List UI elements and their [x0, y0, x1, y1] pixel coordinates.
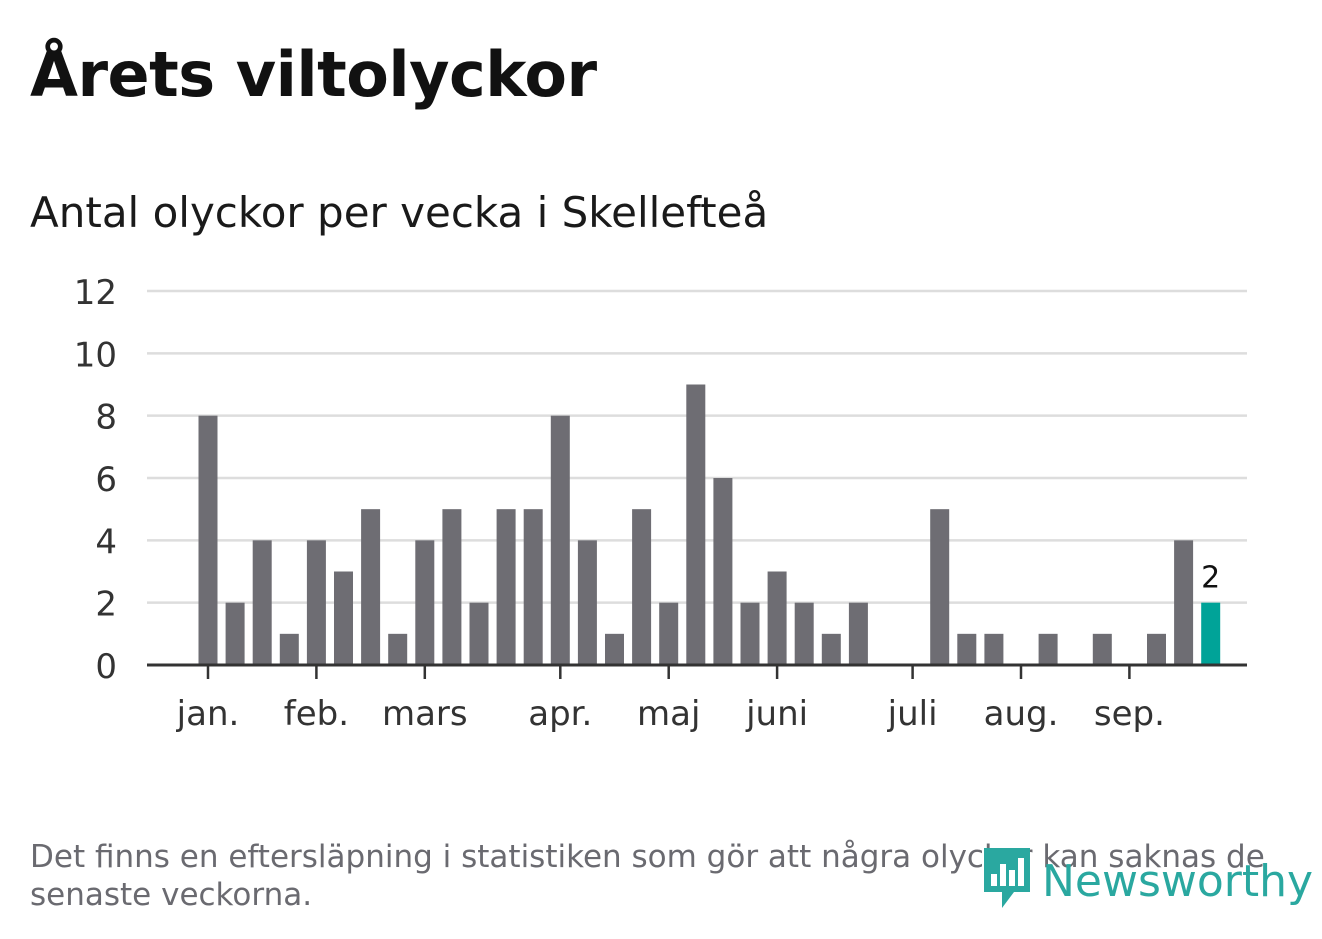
bar: [361, 509, 381, 665]
bar: [198, 415, 218, 665]
bar: [306, 540, 326, 665]
x-tick-label: sep.: [1094, 694, 1165, 734]
bar: [740, 602, 760, 665]
chart-subtitle: Antal olyckor per vecka i Skellefteå: [30, 188, 769, 237]
y-tick-label: 2: [95, 585, 117, 625]
y-tick-label: 12: [74, 273, 117, 313]
bar: [713, 478, 733, 665]
bar: [605, 633, 624, 665]
data-label: 2: [1201, 561, 1220, 596]
x-tick-label: aug.: [984, 694, 1059, 734]
bar: [279, 633, 299, 665]
bar: [984, 633, 1004, 665]
newsworthy-logo: Newsworthy: [980, 846, 1313, 916]
bar: [632, 509, 652, 665]
bar: [442, 509, 462, 665]
bar: [957, 633, 977, 665]
bar: [469, 602, 489, 665]
x-tick-label: mars: [382, 694, 468, 734]
bar: [1174, 540, 1194, 665]
y-tick-label: 10: [74, 335, 117, 375]
y-tick-label: 0: [95, 647, 117, 687]
bar: [794, 602, 814, 665]
bar-chart-speech-icon: [980, 846, 1034, 916]
bar: [252, 540, 272, 665]
bar: [496, 509, 516, 665]
x-tick-label: apr.: [528, 694, 592, 734]
bar: [1038, 633, 1058, 665]
x-tick-label: juni: [745, 694, 808, 734]
bar: [930, 509, 950, 665]
x-tick-label: maj: [637, 694, 700, 734]
bar: [225, 602, 245, 665]
bar: [1092, 633, 1112, 665]
y-tick-label: 4: [95, 522, 117, 562]
x-tick-label: feb.: [284, 694, 349, 734]
bar-highlight: [1201, 602, 1221, 665]
bar: [821, 633, 841, 665]
bar: [659, 602, 679, 665]
data-labels: 2: [1201, 561, 1220, 596]
bar: [523, 509, 543, 665]
footnote: Det finns en eftersläpning i statistiken…: [30, 839, 1265, 913]
logo-text: Newsworthy: [1042, 855, 1314, 907]
x-tick-label: jan.: [176, 694, 240, 734]
y-axis-ticks: 0 2 4 6 8 10 12: [74, 273, 117, 687]
bar: [415, 540, 435, 665]
bar: [550, 415, 570, 665]
x-axis-ticks: jan. feb. mars apr. maj juni juli aug. sep.: [176, 665, 1165, 734]
bars: [198, 384, 1221, 665]
bar: [388, 633, 408, 665]
bar: [1147, 633, 1166, 665]
bar: [334, 571, 353, 665]
bar: [767, 571, 787, 665]
y-tick-label: 6: [95, 460, 117, 500]
bar: [848, 602, 868, 665]
bar: [577, 540, 597, 665]
x-tick-label: juli: [887, 694, 938, 734]
bar: [686, 384, 706, 665]
y-tick-label: 8: [95, 398, 117, 438]
page-title: Årets viltolyckor: [30, 38, 597, 111]
